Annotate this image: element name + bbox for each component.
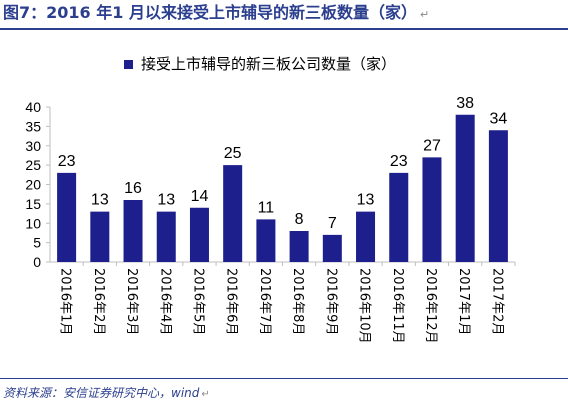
x-tick-label: 2016年1月 (58, 268, 73, 335)
data-label: 23 (390, 153, 408, 170)
bar (389, 172, 409, 262)
data-label: 14 (191, 188, 209, 205)
x-tick-label: 2017年2月 (489, 268, 504, 335)
x-tick-label: 2017年1月 (456, 268, 471, 335)
data-label: 34 (489, 110, 507, 127)
bar (90, 211, 110, 262)
source-note: 资料来源：安信证券研究中心，wind ↵ (3, 381, 210, 405)
bar (488, 130, 508, 262)
data-label: 11 (258, 199, 275, 216)
bar (156, 211, 176, 262)
y-tick-label: 25 (25, 157, 41, 173)
x-tick-label: 2016年8月 (290, 268, 305, 335)
y-tick-label: 40 (25, 99, 41, 115)
bar (422, 157, 442, 262)
y-tick-label: 10 (25, 215, 41, 231)
legend-swatch (124, 60, 133, 69)
source-text: 资料来源：安信证券研究中心，wind (3, 386, 200, 400)
data-label: 13 (357, 192, 375, 209)
y-tick-label: 20 (25, 177, 41, 193)
data-label: 23 (58, 153, 76, 170)
x-tick-label: 2016年9月 (323, 268, 338, 335)
y-tick-label: 0 (33, 254, 41, 270)
bar (356, 211, 376, 262)
title-text: 图7：2016 年1 月以来接受上市辅导的新三板数量（家） (3, 3, 417, 22)
x-tick-label: 2016年3月 (124, 268, 139, 335)
title-divider (0, 28, 568, 30)
x-tick-label: 2016年2月 (91, 268, 106, 335)
legend-label: 接受上市辅导的新三板公司数量（家） (141, 55, 396, 73)
bar (189, 207, 209, 262)
x-tick-label: 2016年12月 (423, 268, 438, 344)
data-label: 27 (423, 137, 441, 154)
y-tick-label: 15 (25, 196, 41, 212)
page-title: 图7：2016 年1 月以来接受上市辅导的新三板数量（家） ↵ (3, 0, 563, 26)
data-label: 25 (224, 145, 242, 162)
source-divider (0, 378, 568, 379)
bar-chart: 接受上市辅导的新三板公司数量（家） 0 5 10 15 20 25 30 35 40 23 2016年… (25, 55, 516, 344)
x-tick-label: 2016年10月 (357, 268, 372, 344)
bar (289, 231, 309, 262)
y-tick-label: 5 (33, 235, 41, 251)
paragraph-mark-icon: ↵ (419, 8, 430, 21)
data-label: 13 (91, 192, 109, 209)
bar (223, 165, 243, 262)
x-tick-label: 2016年6月 (224, 268, 239, 335)
bar (455, 114, 475, 262)
y-tick-label: 35 (25, 118, 41, 134)
x-tick-label: 2016年5月 (190, 268, 205, 335)
bar (57, 172, 77, 262)
bar (123, 200, 143, 262)
data-label: 38 (456, 95, 474, 112)
data-label: 8 (295, 211, 304, 228)
bar (256, 219, 276, 262)
x-tick-label: 2016年11月 (390, 268, 405, 344)
data-label: 7 (328, 215, 337, 232)
y-tick-label: 30 (25, 138, 41, 154)
paragraph-mark-icon: ↵ (201, 389, 210, 400)
data-label: 13 (157, 192, 175, 209)
x-tick-label: 2016年7月 (257, 268, 272, 335)
bar (322, 234, 342, 262)
data-label: 16 (124, 180, 142, 197)
x-tick-label: 2016年4月 (157, 268, 172, 335)
